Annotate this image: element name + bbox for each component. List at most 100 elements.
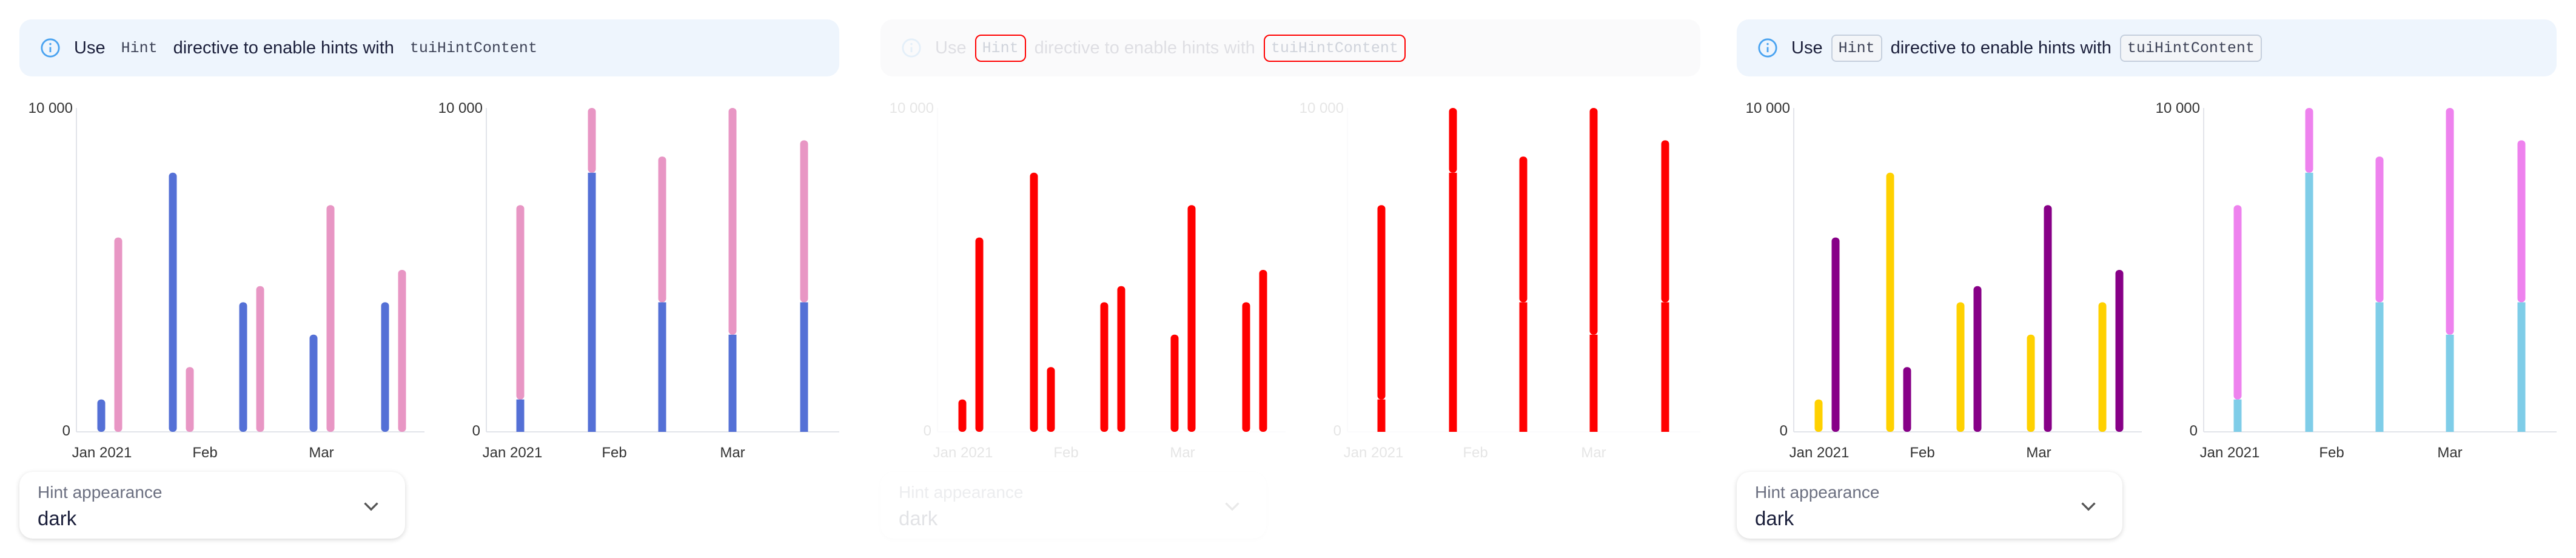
bar-series-2 xyxy=(1187,205,1196,432)
bar-series-2 xyxy=(1117,286,1125,432)
x-tick-label: Mar xyxy=(2437,445,2462,461)
bar-series-1 xyxy=(97,399,106,432)
bar-series-2 xyxy=(114,237,122,432)
bar-series-1 xyxy=(1661,302,1669,432)
bar-series-1 xyxy=(1100,302,1109,432)
info-icon xyxy=(902,38,921,58)
x-tick-label: Feb xyxy=(192,445,217,461)
charts: 0 10 000 Jan 2021 Feb Mar 0 10 000 Jan 2021 Feb M… xyxy=(1746,100,2557,461)
bar-series-2 xyxy=(588,108,596,173)
y-tick-label: 10 000 xyxy=(2156,100,2200,116)
hint-code: Hint xyxy=(1831,34,1882,62)
bar-series-2 xyxy=(1973,286,1982,432)
y-tick-label: 0 xyxy=(472,423,480,439)
select-label: Hint appearance xyxy=(1755,483,1880,502)
select-value: dark xyxy=(1755,507,1794,529)
charts: 0 10 000 Jan 2021 Feb Mar 0 10 000 Jan 2021 Feb M… xyxy=(29,100,839,461)
bar-series-1 xyxy=(2233,399,2242,432)
bar-series-1 xyxy=(728,334,737,432)
banner-middle: directive to enable hints with xyxy=(173,38,394,58)
info-banner: Use Hint directive to enable hints with … xyxy=(880,19,1700,76)
bar-series-1 xyxy=(169,172,177,432)
bar-series-2 xyxy=(1047,367,1055,432)
hint-appearance-select[interactable]: Hint appearance dark xyxy=(1737,472,2122,539)
demo-panel-1: Use Hint directive to enable hints with … xyxy=(0,0,854,558)
bar-series-1 xyxy=(658,302,666,432)
x-tick-label: Feb xyxy=(1463,445,1488,461)
hint-code: Hint xyxy=(974,34,1026,62)
bar-series-1 xyxy=(309,334,318,432)
bar-series-1 xyxy=(1170,334,1179,432)
banner-middle: directive to enable hints with xyxy=(1034,38,1255,58)
bar-series-2 xyxy=(1661,140,1669,303)
info-banner: Use Hint directive to enable hints with … xyxy=(19,19,839,76)
axes: 0 10 000 Jan 2021 Feb Mar xyxy=(1300,100,1700,461)
axes: 0 10 000 Jan 2021 Feb Mar xyxy=(890,100,1286,461)
x-tick-label: Feb xyxy=(602,445,626,461)
banner-prefix: Use xyxy=(1791,38,1823,58)
hint-appearance-select[interactable]: Hint appearance dark xyxy=(19,472,405,539)
bar-series-2 xyxy=(1903,367,1911,432)
bar-series-1 xyxy=(2446,334,2454,432)
hint-content-code: tuiHintContent xyxy=(2119,34,2262,62)
bar-series-2 xyxy=(658,156,666,303)
bar-series-1 xyxy=(1956,302,1965,432)
hint-content-code: tuiHintContent xyxy=(409,39,537,57)
x-tick-label: Jan 2021 xyxy=(933,445,993,461)
bar-series-2 xyxy=(2115,270,2124,432)
x-tick-label: Jan 2021 xyxy=(483,445,543,461)
bar-series-1 xyxy=(1242,302,1250,432)
charts: 0 10 000 Jan 2021 Feb Mar 0 10 000 Jan 2021 Feb M… xyxy=(890,100,1700,461)
bar-series-1 xyxy=(381,302,389,432)
bar-series-2 xyxy=(1449,108,1457,173)
select-label: Hint appearance xyxy=(38,483,163,502)
bar-series-2 xyxy=(2305,108,2313,173)
bar-series-2 xyxy=(2517,140,2526,303)
chevron-down-icon xyxy=(2081,502,2096,511)
hint-appearance-select[interactable]: Hint appearance dark xyxy=(880,472,1266,539)
x-tick-label: Jan 2021 xyxy=(1344,445,1404,461)
axes: 0 10 000 Jan 2021 Feb Mar xyxy=(29,100,424,461)
select-value: dark xyxy=(899,507,938,529)
bar-series-2 xyxy=(398,270,406,432)
x-tick-label: Mar xyxy=(1581,445,1606,461)
axes: 0 10 000 Jan 2021 Feb Mar xyxy=(438,100,839,461)
banner-middle: directive to enable hints with xyxy=(1890,38,2111,58)
bar-series-1 xyxy=(1814,399,1823,432)
bar-series-2 xyxy=(516,205,525,400)
x-tick-label: Jan 2021 xyxy=(2200,445,2260,461)
bar-series-2 xyxy=(326,205,335,432)
x-tick-label: Mar xyxy=(720,445,745,461)
bar-series-2 xyxy=(1589,108,1598,335)
y-tick-label: 0 xyxy=(62,423,70,439)
bar-series-1 xyxy=(1030,172,1038,432)
select-label: Hint appearance xyxy=(899,483,1024,502)
axes: 0 10 000 Jan 2021 Feb Mar xyxy=(1746,100,2142,461)
x-tick-label: Feb xyxy=(1910,445,1934,461)
info-icon xyxy=(1758,38,1777,58)
y-tick-label: 10 000 xyxy=(890,100,934,116)
demo-panel-3: Use Hint directive to enable hints with … xyxy=(1717,0,2571,558)
chevron-down-icon xyxy=(364,502,378,511)
x-tick-label: Jan 2021 xyxy=(72,445,132,461)
bar-series-2 xyxy=(728,108,737,335)
demo-panel-2: Use Hint directive to enable hints with … xyxy=(861,0,1715,558)
bar-series-1 xyxy=(2517,302,2526,432)
hint-code: Hint xyxy=(121,39,158,57)
info-banner: Use Hint directive to enable hints with … xyxy=(1737,19,2557,76)
hint-content-code: tuiHintContent xyxy=(1263,34,1406,62)
bar-series-1 xyxy=(1589,334,1598,432)
bar-series-2 xyxy=(1519,156,1528,303)
bar-series-2 xyxy=(2044,205,2052,432)
info-icon xyxy=(41,38,60,58)
y-tick-label: 10 000 xyxy=(1746,100,1790,116)
y-tick-label: 10 000 xyxy=(438,100,483,116)
bar-series-1 xyxy=(2305,172,2313,432)
bar-series-1 xyxy=(958,399,967,432)
bar-series-2 xyxy=(2233,205,2242,400)
bar-series-1 xyxy=(516,399,525,432)
bar-series-2 xyxy=(256,286,264,432)
y-tick-label: 0 xyxy=(1780,423,1788,439)
x-tick-label: Mar xyxy=(1170,445,1195,461)
chevron-down-icon xyxy=(1225,502,1239,511)
